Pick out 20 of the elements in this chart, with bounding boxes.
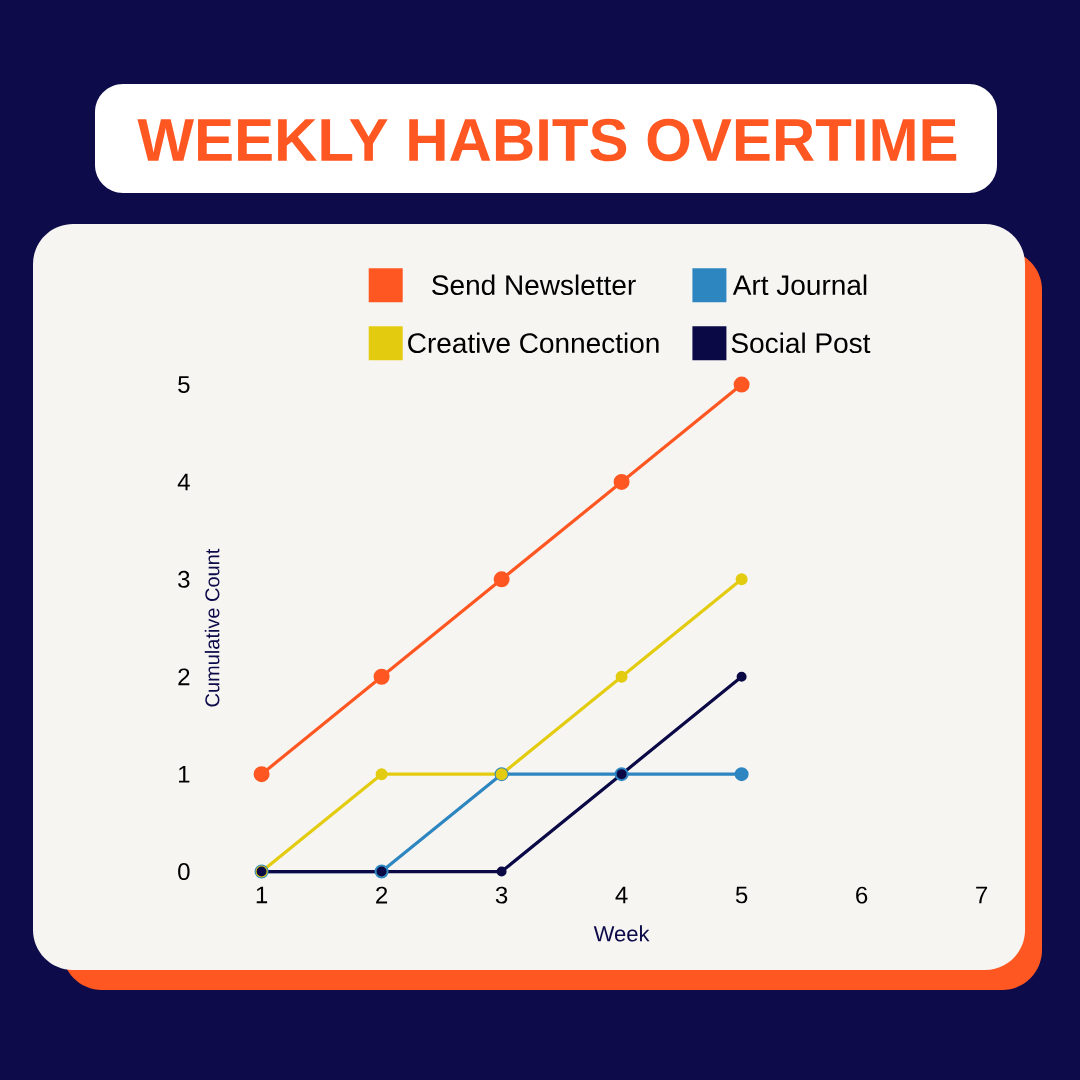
x-tick-label: 1: [256, 886, 268, 904]
x-tick-label: 4: [615, 886, 628, 904]
y-axis-title: Cumulative Count: [204, 548, 220, 707]
y-tick-label: 1: [179, 765, 190, 783]
legend-label: Send Newsletter: [432, 274, 636, 296]
y-tick-label: 4: [177, 473, 190, 491]
y-tick-label: 0: [178, 863, 190, 881]
x-tick-label: 2: [376, 886, 388, 904]
y-tick-label: 5: [178, 376, 190, 393]
legend-label: Art Journal: [732, 274, 867, 296]
legend-label: Creative Connection: [408, 332, 659, 354]
x-tick-label: 5: [735, 886, 748, 904]
y-tick-label: 2: [178, 668, 190, 686]
chart-title: WEEKLY HABITS OVERTIME: [137, 118, 957, 162]
y-tick-label: 3: [178, 570, 190, 588]
x-tick-label: 3: [495, 886, 508, 904]
x-tick-label: 6: [856, 886, 868, 904]
legend-label: Social Post: [731, 332, 871, 354]
x-axis-title: Week: [593, 925, 650, 942]
x-tick-label: 7: [976, 886, 988, 904]
